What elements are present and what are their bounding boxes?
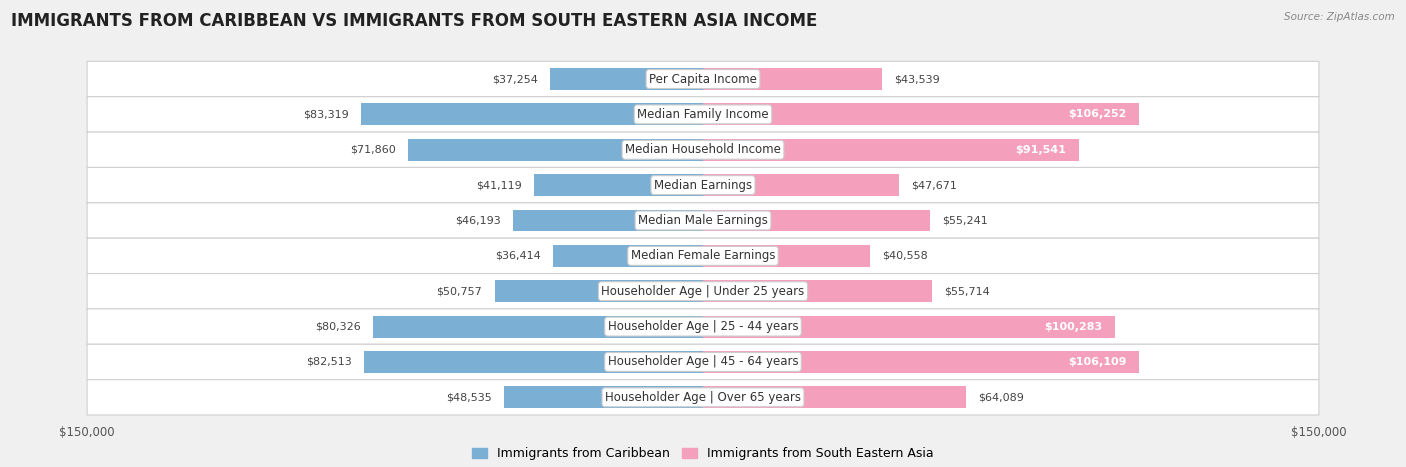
Bar: [554, 245, 703, 267]
Text: $83,319: $83,319: [302, 109, 349, 120]
Text: Householder Age | Under 25 years: Householder Age | Under 25 years: [602, 285, 804, 298]
Bar: [703, 174, 898, 196]
Bar: [703, 351, 1139, 373]
Text: $91,541: $91,541: [1015, 145, 1067, 155]
Bar: [408, 139, 703, 161]
Text: Householder Age | Over 65 years: Householder Age | Over 65 years: [605, 391, 801, 404]
Bar: [495, 280, 703, 302]
Text: $46,193: $46,193: [456, 215, 501, 226]
Bar: [373, 316, 703, 338]
Text: Householder Age | 25 - 44 years: Householder Age | 25 - 44 years: [607, 320, 799, 333]
Text: $40,558: $40,558: [882, 251, 928, 261]
FancyBboxPatch shape: [87, 380, 1319, 415]
Text: $55,241: $55,241: [942, 215, 988, 226]
Bar: [703, 139, 1078, 161]
Text: Median Household Income: Median Household Income: [626, 143, 780, 156]
FancyBboxPatch shape: [87, 274, 1319, 309]
Text: $43,539: $43,539: [894, 74, 939, 84]
Text: $80,326: $80,326: [315, 322, 361, 332]
Text: $71,860: $71,860: [350, 145, 395, 155]
Bar: [513, 210, 703, 232]
FancyBboxPatch shape: [87, 132, 1319, 168]
Bar: [703, 103, 1139, 125]
Bar: [534, 174, 703, 196]
Bar: [703, 386, 966, 408]
Text: $55,714: $55,714: [943, 286, 990, 296]
Text: $50,757: $50,757: [436, 286, 482, 296]
Text: Median Earnings: Median Earnings: [654, 178, 752, 191]
Text: $100,283: $100,283: [1045, 322, 1102, 332]
FancyBboxPatch shape: [87, 238, 1319, 274]
Text: $41,119: $41,119: [477, 180, 522, 190]
Text: Source: ZipAtlas.com: Source: ZipAtlas.com: [1284, 12, 1395, 21]
Bar: [503, 386, 703, 408]
FancyBboxPatch shape: [87, 168, 1319, 203]
Bar: [364, 351, 703, 373]
Text: Median Family Income: Median Family Income: [637, 108, 769, 121]
Text: $37,254: $37,254: [492, 74, 537, 84]
Bar: [703, 68, 882, 90]
FancyBboxPatch shape: [87, 97, 1319, 132]
Text: $106,109: $106,109: [1069, 357, 1126, 367]
Bar: [550, 68, 703, 90]
Text: $47,671: $47,671: [911, 180, 957, 190]
Text: $64,089: $64,089: [979, 392, 1025, 402]
Text: Per Capita Income: Per Capita Income: [650, 72, 756, 85]
Text: $82,513: $82,513: [307, 357, 352, 367]
Bar: [703, 210, 929, 232]
Bar: [703, 245, 869, 267]
Text: Median Male Earnings: Median Male Earnings: [638, 214, 768, 227]
Text: $48,535: $48,535: [446, 392, 491, 402]
Text: Householder Age | 45 - 64 years: Householder Age | 45 - 64 years: [607, 355, 799, 368]
FancyBboxPatch shape: [87, 344, 1319, 380]
FancyBboxPatch shape: [87, 61, 1319, 97]
Text: IMMIGRANTS FROM CARIBBEAN VS IMMIGRANTS FROM SOUTH EASTERN ASIA INCOME: IMMIGRANTS FROM CARIBBEAN VS IMMIGRANTS …: [11, 12, 818, 30]
Text: $36,414: $36,414: [495, 251, 541, 261]
Bar: [361, 103, 703, 125]
Bar: [703, 280, 932, 302]
Bar: [703, 316, 1115, 338]
Text: $106,252: $106,252: [1069, 109, 1128, 120]
FancyBboxPatch shape: [87, 309, 1319, 344]
Legend: Immigrants from Caribbean, Immigrants from South Eastern Asia: Immigrants from Caribbean, Immigrants fr…: [467, 442, 939, 465]
Text: Median Female Earnings: Median Female Earnings: [631, 249, 775, 262]
FancyBboxPatch shape: [87, 203, 1319, 238]
